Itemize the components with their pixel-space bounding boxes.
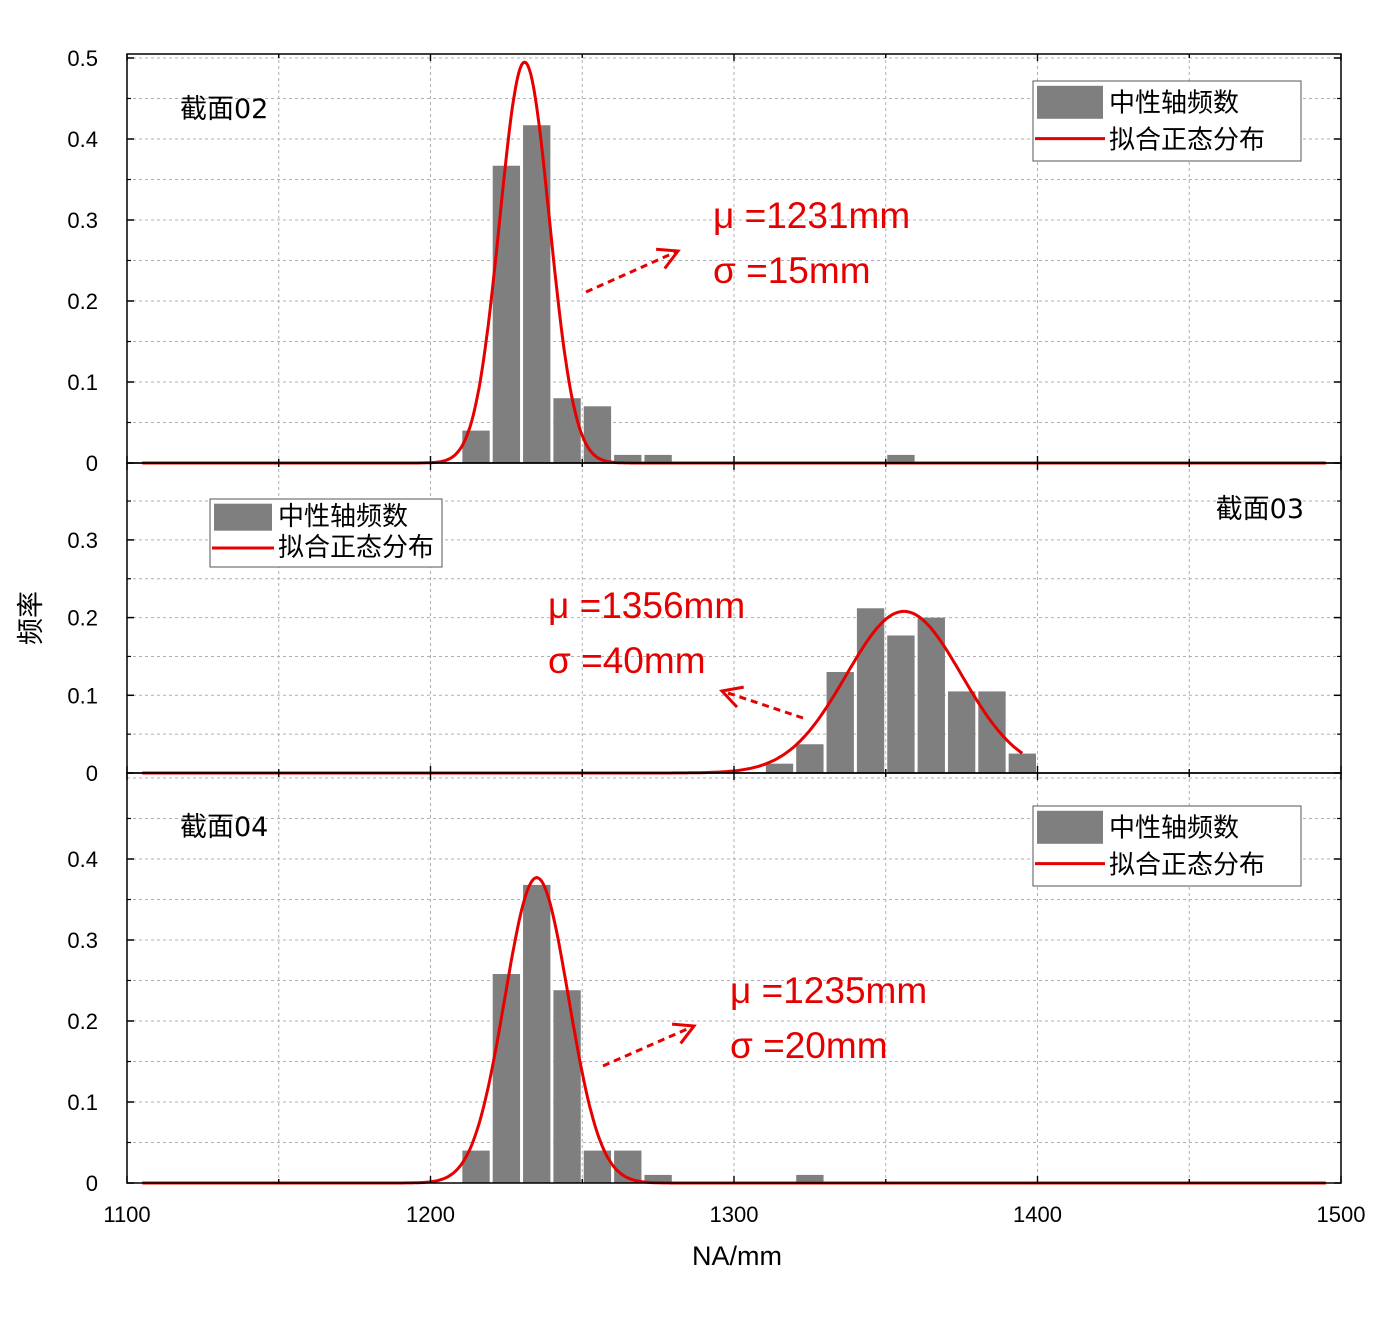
x-tick-label: 1300 (710, 1202, 759, 1227)
histogram-bar (796, 744, 824, 773)
histogram-bar (887, 454, 915, 463)
annotation-arrow-shaft (585, 249, 679, 294)
section-label: 截面03 (1216, 494, 1304, 525)
annotation-arrow-shaft (721, 689, 804, 720)
y-tick-label: 0.2 (67, 606, 98, 631)
histogram-bar (644, 1174, 672, 1183)
histogram-bar (523, 884, 551, 1183)
legend-label-curve: 拟合正态分布 (1109, 125, 1265, 155)
section-label: 截面02 (180, 94, 268, 125)
annotation-arrow-head (719, 685, 744, 709)
histogram-bar (644, 454, 672, 463)
legend-bar-swatch (214, 503, 272, 531)
y-tick-label: 0.3 (67, 208, 98, 233)
histogram-bar (826, 671, 854, 773)
histogram-bar (1008, 753, 1036, 773)
annotation-arrow-shaft (602, 1024, 695, 1068)
histogram-bar (796, 1174, 824, 1183)
section-label: 截面04 (180, 812, 268, 843)
legend-bar-swatch (1037, 85, 1103, 119)
y-tick-label: 0.2 (67, 289, 98, 314)
legend-label-curve: 拟合正态分布 (278, 533, 434, 563)
y-tick-label: 0 (86, 761, 98, 786)
y-tick-label: 0.1 (67, 370, 98, 395)
legend-label-bars: 中性轴频数 (278, 502, 408, 532)
histogram-bar (553, 990, 581, 1183)
x-tick-label: 1200 (406, 1202, 455, 1227)
y-tick-label: 0.3 (67, 928, 98, 953)
histogram-bar (917, 617, 945, 773)
y-axis-label: 频率 (16, 591, 46, 645)
mu-annotation: μ =1356mm (548, 585, 745, 626)
sigma-annotation: σ =40mm (548, 640, 706, 681)
y-tick-label: 0 (86, 1171, 98, 1196)
mu-annotation: μ =1231mm (713, 195, 910, 236)
x-tick-label: 1100 (103, 1202, 150, 1227)
y-tick-label: 0.4 (67, 847, 98, 872)
legend-label-bars: 中性轴频数 (1109, 814, 1239, 844)
histogram-bar (583, 406, 612, 463)
histogram-bar (492, 165, 521, 464)
y-tick-label: 0.1 (67, 683, 98, 708)
legend-label-bars: 中性轴频数 (1109, 89, 1239, 119)
sigma-annotation: σ =20mm (730, 1025, 888, 1066)
histogram-bar (553, 398, 581, 463)
annotation-arrow-head (655, 247, 681, 270)
y-tick-label: 0.2 (67, 1009, 98, 1034)
histogram-bar (492, 974, 521, 1183)
x-tick-label: 1400 (1013, 1202, 1062, 1227)
histogram-bar (765, 763, 794, 773)
annotation-arrow-head (671, 1022, 697, 1045)
histogram-bar (614, 454, 642, 463)
y-tick-label: 0.3 (67, 528, 98, 553)
sigma-annotation: σ =15mm (713, 250, 871, 291)
histogram-bar (856, 608, 885, 773)
legend-bar-swatch (1037, 810, 1103, 844)
y-tick-label: 0.4 (67, 127, 98, 152)
legend-label-curve: 拟合正态分布 (1109, 850, 1265, 880)
histogram-bar (947, 691, 976, 773)
y-tick-label: 0.1 (67, 1090, 98, 1115)
y-tick-label: 0.5 (67, 46, 98, 71)
y-tick-label: 0 (86, 451, 98, 476)
histogram-bar (887, 635, 915, 773)
x-axis-label: NA/mm (692, 1241, 782, 1271)
mu-annotation: μ =1235mm (730, 970, 927, 1011)
x-tick-label: 1500 (1317, 1202, 1366, 1227)
